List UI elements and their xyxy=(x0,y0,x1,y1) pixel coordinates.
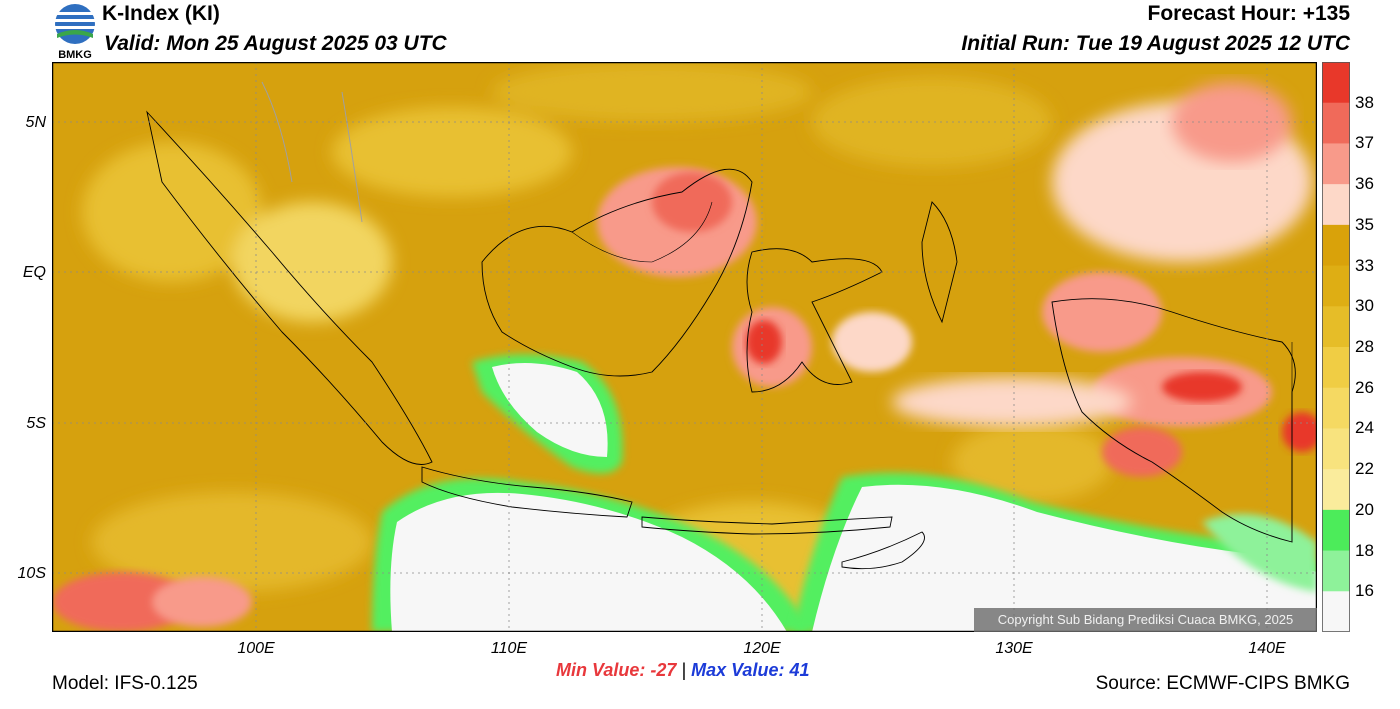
bmkg-logo: BMKG xyxy=(55,4,95,60)
min-max-values: Min Value: -27 | Max Value: 41 xyxy=(556,660,809,681)
copyright-notice: Copyright Sub Bidang Prediksi Cuaca BMKG… xyxy=(974,608,1317,632)
min-value: Min Value: -27 xyxy=(556,660,677,680)
colorbar-segment xyxy=(1322,184,1350,226)
coastlines xyxy=(146,110,1296,570)
source-label: Source: ECMWF-CIPS BMKG xyxy=(1095,673,1350,694)
rivers xyxy=(261,81,363,223)
y-tick-10s: 10S xyxy=(17,565,46,582)
colorbar-label: 36 xyxy=(1355,174,1374,194)
colorbar-segment xyxy=(1322,306,1350,348)
colorbar-label: 37 xyxy=(1355,133,1374,153)
map-title: K-Index (KI) xyxy=(102,2,220,25)
forecast-hour: Forecast Hour: +135 xyxy=(1147,2,1351,25)
colorbar xyxy=(1322,62,1350,632)
colorbar-segment xyxy=(1322,428,1350,470)
colorbar-segment xyxy=(1322,509,1350,552)
colorbar-segment xyxy=(1322,591,1350,632)
k-index-map xyxy=(52,62,1317,632)
colorbar-segment xyxy=(1322,224,1350,267)
colorbar-label: 24 xyxy=(1355,418,1374,438)
colorbar-segment xyxy=(1322,550,1350,592)
field-low-regions xyxy=(372,354,1317,632)
colorbar-segment xyxy=(1322,469,1350,511)
borders xyxy=(571,201,1293,542)
x-tick-110e: 110E xyxy=(490,640,528,657)
colorbar-label: 28 xyxy=(1355,337,1374,356)
colorbar-segment xyxy=(1322,265,1350,307)
colorbar-label: 30 xyxy=(1355,296,1374,316)
min-max-separator: | xyxy=(681,660,687,680)
initial-run: Initial Run: Tue 19 August 2025 12 UTC xyxy=(961,32,1350,55)
colorbar-label: 16 xyxy=(1355,581,1374,601)
y-tick-5s: 5S xyxy=(26,415,46,432)
x-tick-140e: 140E xyxy=(1248,640,1286,657)
colorbar-label: 38 xyxy=(1355,92,1374,112)
map-frame xyxy=(52,62,1317,632)
colorbar-label: 20 xyxy=(1355,499,1374,519)
colorbar-segment xyxy=(1322,143,1350,185)
x-tick-120e: 120E xyxy=(743,640,781,657)
colorbar-label: 26 xyxy=(1355,377,1374,397)
logo-text: BMKG xyxy=(58,49,92,60)
colorbar-segment xyxy=(1322,387,1350,429)
colorbar-segment xyxy=(1322,102,1350,144)
y-tick-5n: 5N xyxy=(25,114,46,131)
colorbar-label: 33 xyxy=(1355,255,1374,275)
colorbar-label: 18 xyxy=(1355,540,1374,560)
model-label: Model: IFS-0.125 xyxy=(52,673,198,694)
x-tick-130e: 130E xyxy=(995,640,1033,657)
y-tick-eq: EQ xyxy=(22,264,46,281)
colorbar-segment xyxy=(1322,347,1350,389)
gridlines xyxy=(52,62,1317,632)
x-tick-100e: 100E xyxy=(237,640,275,657)
colorbar-label: 35 xyxy=(1355,214,1374,234)
field-high-regions xyxy=(52,82,1317,632)
colorbar-label: 22 xyxy=(1355,459,1374,479)
colorbar-segment xyxy=(1322,62,1350,104)
max-value: Max Value: 41 xyxy=(691,660,810,680)
valid-time: Valid: Mon 25 August 2025 03 UTC xyxy=(104,32,447,55)
